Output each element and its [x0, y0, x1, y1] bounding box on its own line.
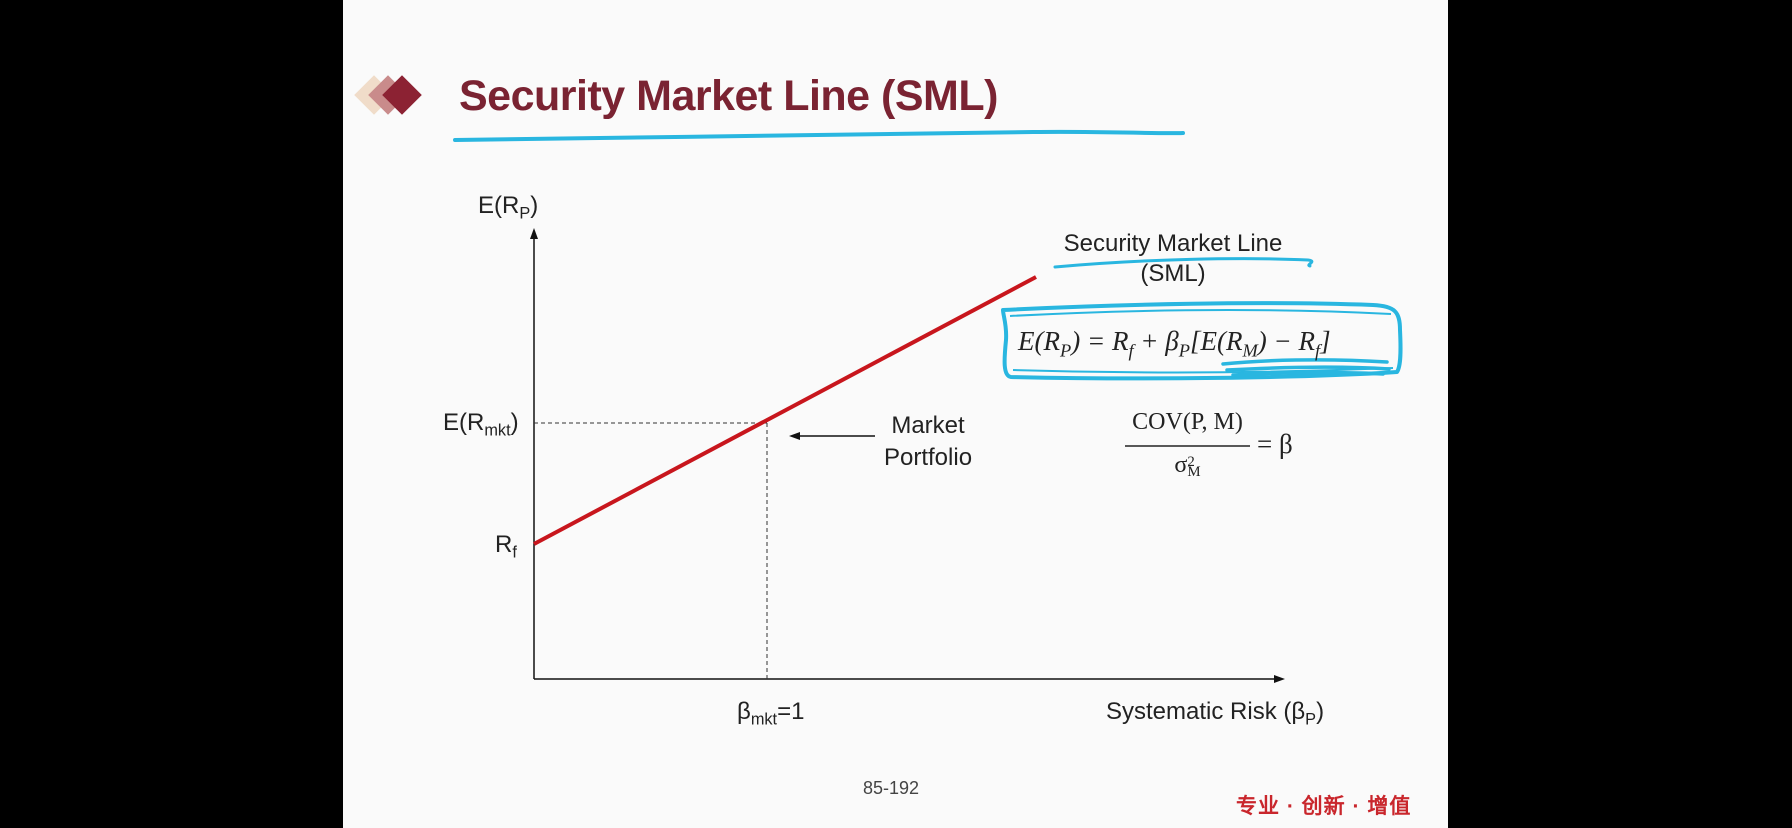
- sml-formula: E(RP) = Rf + βP[E(RM) − Rf]: [1018, 326, 1331, 361]
- x-axis-label: Systematic Risk (βP): [1106, 698, 1325, 729]
- sml-label-underline: [1053, 257, 1314, 269]
- callout-arrow-icon: [789, 432, 800, 440]
- formula-box-annotation-inner: [1009, 309, 1394, 374]
- formula-box-annotation: [1001, 301, 1403, 381]
- beta-numerator: COV(P, M): [1132, 409, 1243, 435]
- callout-line-1: Market: [891, 412, 965, 439]
- x-tick-market-beta: βmkt=1: [737, 698, 805, 729]
- y-tick-market-return: E(Rmkt): [443, 409, 519, 440]
- y-axis-label: E(RP): [478, 192, 539, 223]
- sml-label-line-2: (SML): [1140, 260, 1206, 287]
- market-premium-underline: [1221, 358, 1391, 377]
- page-title: Security Market Line (SML): [459, 72, 998, 120]
- sml-label: Security Market Line (SML): [1053, 229, 1293, 289]
- diagram-canvas: [354, 75, 1403, 683]
- title-underline-annotation: [453, 129, 1185, 142]
- callout-line-2: Portfolio: [884, 444, 973, 471]
- y-axis-arrow-icon: [530, 228, 538, 239]
- security-market-line: [533, 275, 1037, 546]
- y-tick-risk-free-rate: Rf: [495, 531, 517, 562]
- sml-label-line-1: Security Market Line: [1063, 230, 1283, 257]
- title-bullet-icon: [354, 75, 422, 115]
- brand-slogan: 专业 · 创新 · 增值: [1236, 795, 1412, 818]
- x-axis-arrow-icon: [1274, 675, 1285, 683]
- market-portfolio-label: Market Portfolio: [884, 410, 972, 474]
- slide: Security Market Line (SML) E(RP) E(Rmkt)…: [343, 0, 1448, 828]
- beta-rhs: = β: [1257, 429, 1293, 459]
- beta-denominator: σ2 M: [1174, 452, 1201, 481]
- page-number: 85-192: [863, 778, 920, 798]
